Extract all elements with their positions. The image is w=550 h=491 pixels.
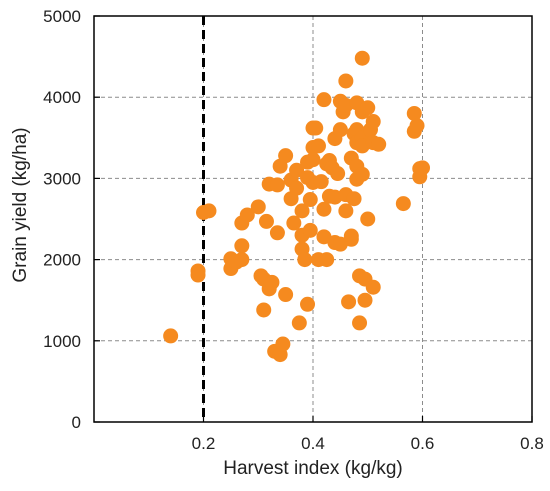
data-point — [278, 287, 294, 303]
data-point — [354, 166, 370, 182]
data-point — [308, 120, 324, 136]
data-point — [330, 166, 346, 182]
data-point — [310, 138, 326, 154]
data-point — [286, 215, 302, 231]
data-point — [234, 238, 250, 254]
data-point — [338, 73, 354, 89]
data-point — [338, 203, 354, 219]
data-point — [163, 328, 179, 344]
data-point — [269, 225, 285, 241]
data-point — [302, 192, 318, 208]
data-point — [190, 267, 206, 283]
data-point — [360, 211, 376, 227]
data-point — [371, 136, 387, 152]
data-point — [415, 160, 430, 176]
y-axis-label: Grain yield (kg/ha) — [10, 127, 31, 282]
y-tick-label: 0 — [72, 413, 81, 432]
data-point — [201, 203, 217, 219]
data-point — [258, 213, 274, 229]
data-point — [289, 180, 305, 196]
data-point — [250, 199, 266, 215]
data-point — [305, 152, 321, 168]
data-point — [319, 252, 335, 268]
data-point — [357, 292, 373, 308]
x-tick-label: 0.8 — [520, 434, 544, 453]
y-tick-label: 1000 — [43, 332, 81, 351]
data-point — [302, 222, 318, 238]
data-point — [275, 336, 291, 352]
y-tick-labels: 0 1000 2000 3000 4000 5000 — [43, 7, 81, 432]
data-point — [297, 252, 313, 268]
data-point — [289, 162, 305, 178]
data-point — [354, 50, 370, 66]
y-tick-label: 4000 — [43, 88, 81, 107]
grid-lines — [94, 16, 532, 422]
data-point — [332, 122, 348, 138]
data-point — [395, 196, 411, 212]
x-axis-label: Harvest index (kg/kg) — [223, 458, 403, 479]
data-point — [313, 174, 329, 190]
data-point — [294, 203, 310, 219]
data-point — [406, 105, 422, 121]
x-tick-label: 0.4 — [301, 434, 325, 453]
data-point — [269, 177, 285, 193]
data-point — [360, 100, 376, 116]
data-point — [291, 315, 307, 331]
data-point — [234, 252, 250, 268]
data-point — [409, 118, 425, 134]
y-tick-label: 5000 — [43, 7, 81, 26]
x-tick-labels: 0.2 0.4 0.6 0.8 — [192, 434, 544, 453]
data-point — [365, 279, 381, 295]
data-point — [365, 114, 381, 130]
data-point — [316, 92, 332, 108]
data-points — [163, 50, 430, 363]
data-point — [341, 294, 357, 310]
data-point — [343, 228, 359, 244]
data-point — [352, 315, 368, 331]
data-point — [316, 201, 332, 217]
data-point — [264, 274, 280, 290]
x-tick-label: 0.6 — [411, 434, 435, 453]
data-point — [346, 191, 362, 207]
y-tick-label: 2000 — [43, 251, 81, 270]
data-point — [300, 296, 316, 312]
x-tick-label: 0.2 — [192, 434, 216, 453]
axis-ticks — [94, 15, 533, 423]
data-point — [278, 148, 294, 164]
data-point — [239, 207, 255, 223]
data-point — [256, 302, 272, 318]
y-tick-label: 3000 — [43, 169, 81, 188]
